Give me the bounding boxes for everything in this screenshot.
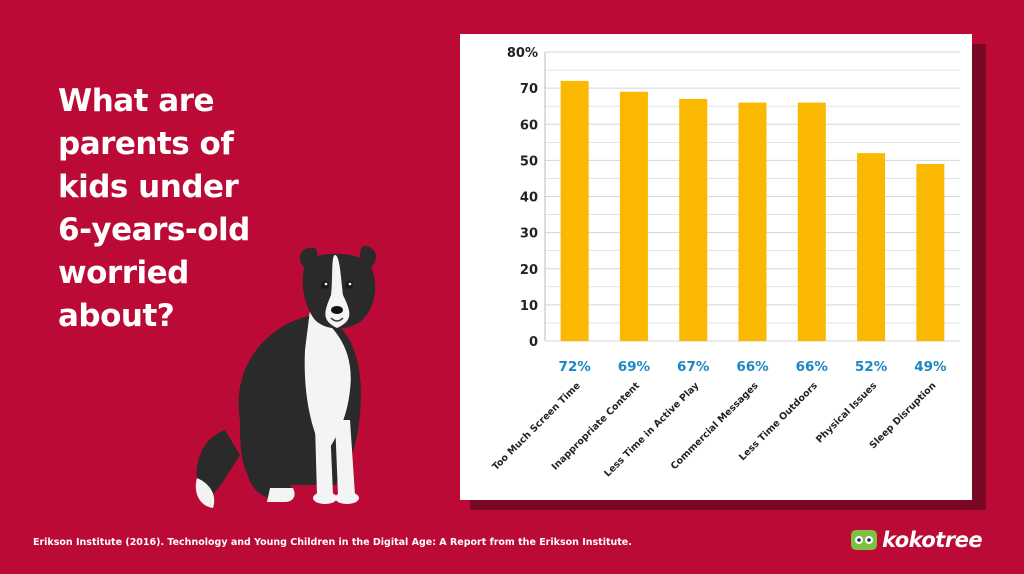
data-label: 52% [855, 359, 888, 375]
dog-illustration [195, 245, 376, 508]
bar [560, 80, 589, 342]
bar [857, 153, 886, 341]
bar [797, 102, 826, 341]
kokotree-logo[interactable]: kokotree [850, 526, 983, 554]
data-label: 49% [914, 359, 947, 375]
x-tick-label: Physical Issues [814, 380, 879, 445]
bar [916, 163, 945, 341]
y-tick-label: 80% [507, 46, 538, 61]
chart-card: 0 10 20 30 40 50 60 70 80% 72% Too Much Screen Tim… [460, 34, 972, 500]
koala-icon [851, 530, 877, 550]
bar [738, 102, 767, 341]
y-tick-label: 0 [529, 335, 538, 350]
y-tick-label: 60 [520, 118, 538, 133]
data-label: 66% [796, 359, 829, 375]
y-tick-label: 30 [520, 227, 538, 242]
logo-text: kokotree [882, 528, 983, 552]
y-tick-label: 70 [520, 82, 538, 97]
data-label: 72% [558, 359, 591, 375]
bar [679, 98, 708, 342]
y-tick-label: 40 [520, 191, 538, 206]
data-label: 69% [618, 359, 651, 375]
x-tick-label: Less Time in Active Play [602, 380, 702, 480]
y-tick-label: 20 [520, 263, 538, 278]
y-tick-label: 10 [520, 299, 538, 314]
bar [619, 91, 648, 341]
x-tick-label: Sleep Disruption [868, 380, 939, 451]
headline: What are parents of kids under 6-years-o… [58, 83, 250, 334]
data-label: 67% [677, 359, 710, 375]
y-tick-label: 50 [520, 154, 538, 169]
source-citation: Erikson Institute (2016). Technology and… [33, 537, 632, 548]
data-label: 66% [736, 359, 769, 375]
